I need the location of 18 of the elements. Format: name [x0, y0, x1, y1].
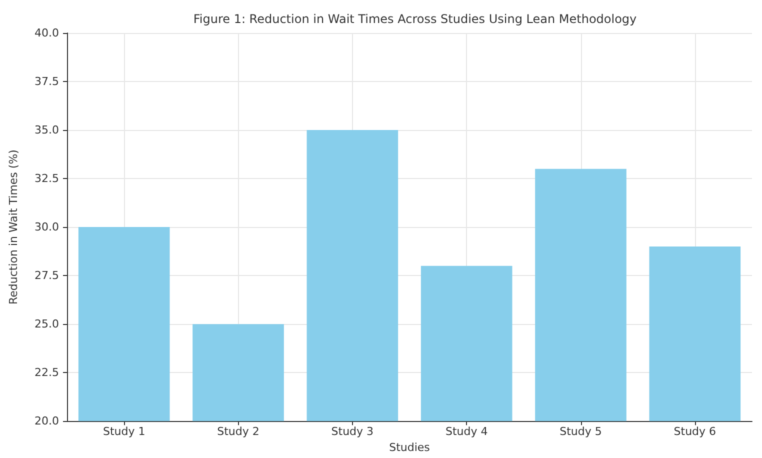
y-tick-label: 35.0	[34, 124, 59, 137]
y-tick-label: 22.5	[34, 366, 59, 380]
x-tick-label: Study 5	[560, 425, 602, 438]
y-tick-label: 25.0	[34, 318, 59, 331]
y-tick-label: 30.0	[34, 220, 59, 234]
x-tick-label: Study 1	[102, 425, 146, 438]
y-tick-label: 37.5	[34, 75, 59, 88]
chart-title: Figure 1: Reduction in Wait Times Across Studies Using Lean Methodology	[193, 12, 637, 26]
y-tick-label: 40.0	[34, 26, 59, 40]
x-tick-label: Study 2	[217, 425, 260, 438]
x-tick-label: Study 6	[674, 425, 716, 438]
x-tick-label: Study 4	[445, 425, 488, 438]
y-tick-label: 27.5	[34, 269, 59, 282]
x-tick-label: Study 3	[331, 425, 374, 438]
y-axis-title: Reduction in Wait Times (%)	[7, 150, 20, 305]
x-axis-title: Studies	[389, 441, 430, 454]
y-tick-label: 20.0	[34, 414, 59, 428]
y-tick-label: 32.5	[34, 172, 59, 186]
